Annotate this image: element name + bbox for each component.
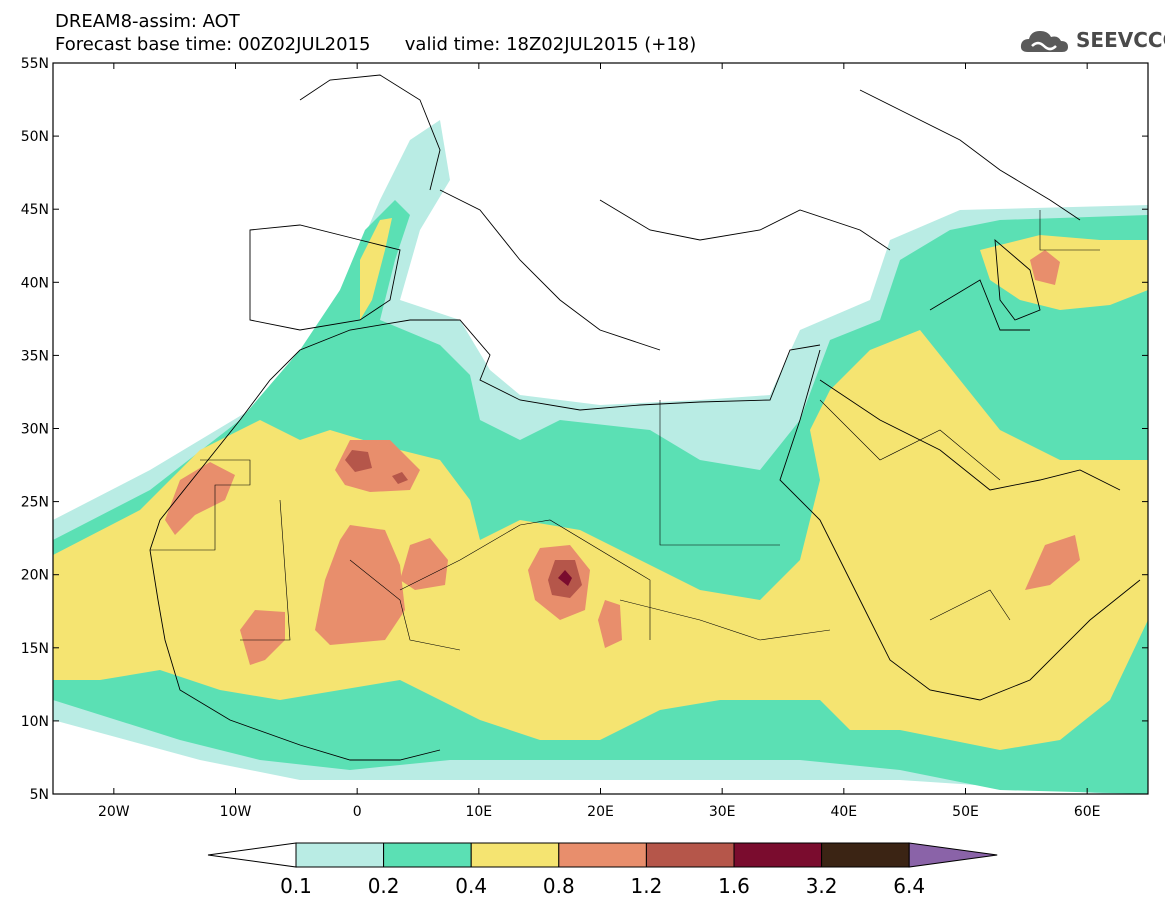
lon-label: 10E — [465, 804, 492, 820]
lat-label: 55N — [21, 56, 49, 72]
valid-time: valid time: 18Z02JUL2015 (+18) — [404, 34, 697, 55]
colorbar-label: 0.2 — [368, 874, 400, 898]
aot-level-0.8-center2 — [400, 538, 448, 590]
map-title: DREAM8-assim: AOT — [55, 11, 240, 32]
lon-axis: 20W 10W 0 10E 20E 30E 40E 50E 60E — [98, 63, 1101, 820]
colorbar-swatch — [383, 842, 472, 868]
colorbar-label: 3.2 — [806, 874, 838, 898]
colorbar-swatch — [470, 842, 560, 868]
colorbar-label: 0.4 — [455, 874, 487, 898]
lon-label: 20W — [98, 804, 130, 820]
lat-label: 30N — [21, 422, 49, 438]
colorbar-label: 6.4 — [893, 874, 925, 898]
coastlines — [149, 74, 1141, 761]
colorbar-swatch — [295, 842, 385, 868]
lon-label: 60E — [1074, 804, 1101, 820]
aot-level-0.8-caspian — [1030, 250, 1060, 285]
lat-label: 25N — [21, 495, 49, 511]
lon-label: 10W — [220, 804, 252, 820]
aot-field — [53, 120, 1148, 794]
aot-level-0.4-caspian — [980, 235, 1148, 310]
lat-label: 10N — [21, 714, 49, 730]
aot-level-0.4-iberia — [360, 218, 392, 320]
cloud-logo-icon — [1020, 31, 1068, 52]
aot-level-0.8-chad2 — [598, 600, 622, 648]
lat-label: 20N — [21, 568, 49, 584]
base-time: Forecast base time: 00Z02JUL2015 — [55, 34, 371, 55]
colorbar-high-arrow — [908, 842, 998, 868]
lon-label: 20E — [587, 804, 614, 820]
aot-level-0.4 — [53, 330, 1148, 750]
lon-label: 40E — [830, 804, 857, 820]
lon-label: 0 — [353, 804, 362, 820]
colorbar-swatch — [558, 842, 647, 868]
colorbar-low-arrow — [207, 842, 297, 868]
lat-label: 50N — [21, 129, 49, 145]
borders — [150, 210, 1100, 651]
colorbar-label: 1.2 — [630, 874, 662, 898]
aot-level-1.2-north — [345, 450, 372, 472]
lon-label: 30E — [709, 804, 736, 820]
lat-label: 45N — [21, 202, 49, 218]
lat-label: 5N — [30, 787, 49, 803]
colorbar-swatch — [821, 842, 910, 868]
aot-level-1.2-north2 — [392, 472, 408, 484]
colorbar: 0.1 0.2 0.4 0.8 1.2 1.6 3.2 6.4 — [207, 842, 998, 898]
aot-level-0.8-west — [165, 462, 235, 535]
logo-text: SEEVCCC — [1076, 28, 1165, 52]
colorbar-swatch — [645, 842, 735, 868]
aot-level-0.8-center — [315, 525, 405, 645]
aot-level-0.8-mali — [240, 610, 285, 665]
colorbar-label: 0.1 — [280, 874, 312, 898]
lat-label: 40N — [21, 275, 49, 291]
lon-label: 50E — [952, 804, 979, 820]
colorbar-label: 1.6 — [718, 874, 750, 898]
map-subtitle: Forecast base time: 00Z02JUL2015 valid t… — [55, 35, 696, 55]
colorbar-label: 0.8 — [543, 874, 575, 898]
logo: SEEVCCC — [1018, 26, 1165, 56]
colorbar-swatch — [733, 842, 823, 868]
lat-label: 15N — [21, 641, 49, 657]
aot-level-1.6-core — [558, 570, 572, 586]
lat-axis: 55N 50N 45N 40N 35N 30N 25N 20N 15N 10N 5N — [21, 56, 1148, 803]
aot-level-0.8-arabia — [1025, 535, 1080, 590]
lat-label: 35N — [21, 348, 49, 364]
